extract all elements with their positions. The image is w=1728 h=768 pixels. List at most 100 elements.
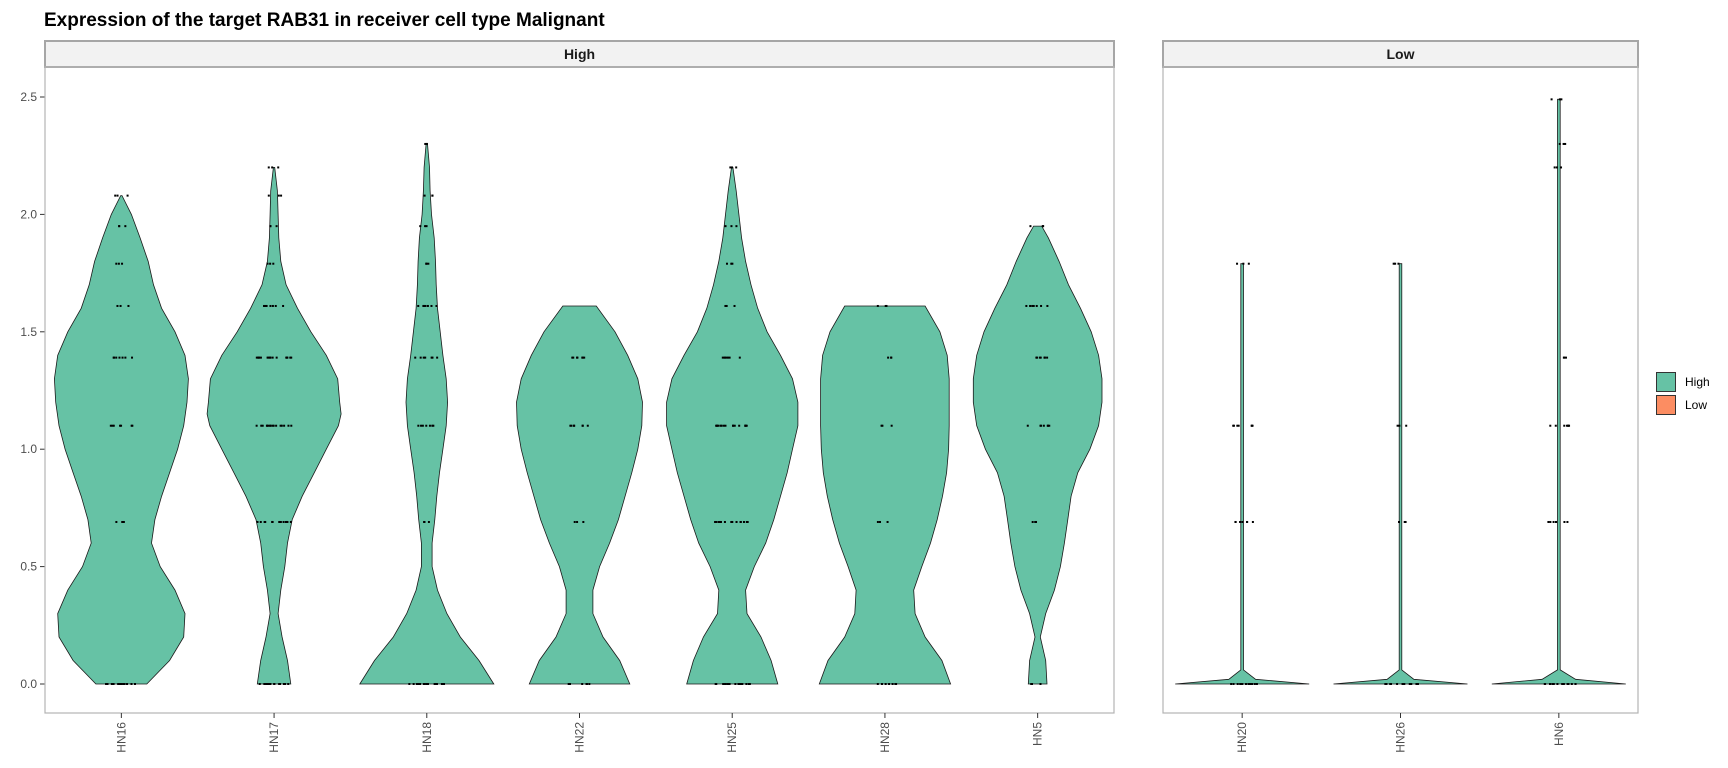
data-point <box>282 683 285 685</box>
data-point <box>1032 304 1035 307</box>
data-point <box>1251 683 1254 685</box>
data-point <box>116 304 119 307</box>
data-point <box>117 262 120 265</box>
data-point <box>118 225 121 228</box>
data-point <box>582 520 585 523</box>
data-point <box>269 225 272 228</box>
data-point <box>1555 166 1558 169</box>
data-point <box>727 356 730 359</box>
data-point <box>420 424 423 427</box>
data-point <box>1396 683 1399 685</box>
data-point <box>1562 683 1565 685</box>
data-point <box>733 304 736 307</box>
data-point <box>271 166 274 169</box>
data-point <box>265 683 268 685</box>
data-point <box>115 356 118 359</box>
data-point <box>279 424 282 427</box>
data-point <box>876 520 879 523</box>
data-point <box>127 304 130 307</box>
data-point <box>724 683 727 685</box>
data-point <box>424 225 427 228</box>
data-point <box>1034 520 1037 523</box>
data-point <box>271 424 274 427</box>
data-point <box>266 356 269 359</box>
data-point <box>1241 683 1244 685</box>
data-point <box>1405 424 1408 427</box>
data-point <box>284 683 287 685</box>
violin-hn5 <box>972 225 1103 685</box>
data-point <box>724 304 727 307</box>
data-point <box>112 424 115 427</box>
data-point <box>894 683 897 685</box>
facet-strip-label: High <box>564 46 595 62</box>
data-point <box>1563 520 1566 523</box>
data-point <box>274 304 277 307</box>
data-point <box>1550 98 1553 101</box>
data-point <box>426 683 429 685</box>
data-point <box>1564 356 1567 359</box>
data-point <box>120 424 123 427</box>
data-point <box>573 520 576 523</box>
data-point <box>266 424 269 427</box>
data-point <box>417 424 420 427</box>
data-point <box>111 424 114 427</box>
data-point <box>126 683 129 685</box>
data-point <box>265 304 268 307</box>
data-point <box>267 194 270 197</box>
data-point <box>426 304 429 307</box>
data-point <box>1253 683 1256 685</box>
data-point <box>583 356 586 359</box>
data-point <box>1560 166 1563 169</box>
data-point <box>1029 304 1032 307</box>
violin-hn26 <box>1333 263 1468 685</box>
y-tick-label: 2.5 <box>20 90 37 104</box>
data-point <box>282 520 285 523</box>
data-point <box>275 424 278 427</box>
data-point <box>1249 683 1252 685</box>
data-point <box>1039 424 1042 427</box>
data-point <box>716 424 719 427</box>
data-point <box>259 356 262 359</box>
data-point <box>886 520 889 523</box>
data-point <box>269 424 272 427</box>
data-point <box>880 683 883 685</box>
data-point <box>1242 262 1245 265</box>
y-tick-label: 1.5 <box>20 325 37 339</box>
data-point <box>112 356 115 359</box>
data-point <box>734 683 737 685</box>
data-point <box>728 356 731 359</box>
data-point <box>1564 142 1567 145</box>
data-point <box>1568 424 1571 427</box>
data-point <box>255 424 258 427</box>
data-point <box>586 424 589 427</box>
data-point <box>888 683 891 685</box>
x-tick-label: HN28 <box>878 722 892 753</box>
data-point <box>1403 683 1406 685</box>
data-point <box>714 520 717 523</box>
data-point <box>887 356 890 359</box>
data-point <box>581 424 584 427</box>
data-point <box>890 356 893 359</box>
data-point <box>1244 683 1247 685</box>
x-tick-label: HN16 <box>114 722 128 753</box>
data-point <box>126 194 129 197</box>
data-point <box>1408 683 1411 685</box>
data-point <box>747 683 750 685</box>
data-point <box>1237 424 1240 427</box>
data-point <box>1039 356 1042 359</box>
data-point <box>1558 142 1561 145</box>
data-point <box>283 424 286 427</box>
x-tick-label: HN25 <box>725 722 739 753</box>
data-point <box>110 683 113 685</box>
data-point <box>718 520 721 523</box>
data-point <box>1236 262 1239 265</box>
data-point <box>264 304 267 307</box>
data-point <box>585 683 588 685</box>
x-tick-label: HN17 <box>267 722 281 753</box>
data-point <box>133 683 136 685</box>
data-point <box>119 424 122 427</box>
data-point <box>742 520 745 523</box>
data-point <box>436 356 439 359</box>
data-point <box>1035 304 1038 307</box>
data-point <box>1415 683 1418 685</box>
